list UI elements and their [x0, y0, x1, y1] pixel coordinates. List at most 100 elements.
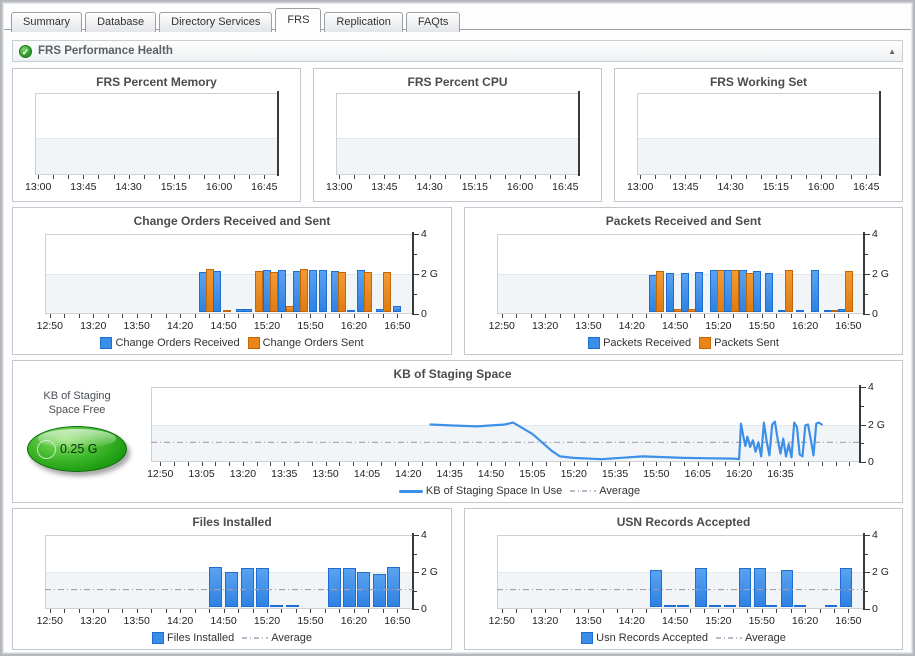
y-axis-label: 4 [872, 228, 878, 240]
bar-blue [255, 568, 269, 607]
bar-orange [337, 272, 346, 312]
bar-blue [243, 309, 252, 312]
chart-title: Packets Received and Sent [605, 214, 762, 228]
legend-label: Average [745, 632, 786, 644]
x-axis-label: 13:20 [531, 615, 559, 627]
x-axis-label: 14:50 [210, 320, 237, 332]
bar-blue [709, 605, 722, 607]
bar-blue [752, 271, 761, 312]
x-axis-label: 14:05 [353, 468, 381, 480]
bar-orange [300, 269, 309, 312]
x-axis-label: 13:50 [312, 468, 339, 480]
y-axis-label: 2 G [872, 566, 889, 578]
x-axis-label: 12:50 [488, 320, 515, 332]
frs-percent-cpu-panel: FRS Percent CPU 13:00 13:45 14:30 15:15 16:0… [313, 68, 602, 202]
packets-chart: 12:50 13:20 13:50 14:20 14:50 15:20 15:50 16:20… [471, 228, 896, 354]
x-axis-label: 14:20 [618, 615, 645, 627]
x-axis-label: 16:20 [340, 320, 368, 332]
chart-legend: Change Orders Received Change Orders Sent [19, 334, 445, 352]
x-axis-label: 15:20 [560, 468, 587, 480]
x-axis-label: 14:20 [618, 320, 645, 332]
chart-row-staging: KB of Staging Space KB of Staging Space … [12, 360, 903, 503]
frs-working-set-chart: 13:00 13:45 14:30 15:15 16:00 16:45 [621, 91, 896, 197]
bar-orange [382, 272, 391, 312]
legend-label: Files Installed [166, 632, 235, 644]
tab-directory-services[interactable]: Directory Services [159, 12, 273, 32]
tab-summary[interactable]: Summary [11, 12, 83, 32]
legend-label: Change Orders Received [115, 337, 240, 349]
staging-space-panel: KB of Staging Space KB of Staging Space … [12, 360, 903, 503]
x-axis-label: 16:45 [853, 181, 880, 193]
chart-title: FRS Percent Memory [96, 75, 217, 89]
x-axis-label: 13:50 [575, 615, 602, 627]
x-axis-label: 14:35 [436, 468, 463, 480]
frs-working-set-panel: FRS Working Set 13:00 13:45 14:30 15:15 16:0… [614, 68, 903, 202]
x-axis-label: 15:20 [253, 615, 281, 627]
bar-blue [764, 273, 773, 312]
x-axis-label: 15:20 [705, 320, 732, 332]
chart-title: KB of Staging Space [393, 367, 512, 381]
y-axis-label: 4 [872, 529, 878, 541]
packets-panel: Packets Received and Sent 12:50 13:20 13:5… [464, 207, 903, 355]
tab-faqts[interactable]: FAQts [405, 12, 461, 32]
bar-blue [649, 570, 662, 607]
chart-title: USN Records Accepted [616, 515, 751, 529]
tab-replication[interactable]: Replication [324, 12, 403, 32]
y-axis-label: 4 [421, 529, 427, 541]
x-axis-label: 16:45 [552, 181, 579, 193]
gauge-ring-icon [37, 440, 56, 459]
chart-row-top: FRS Percent Memory 13:00 13:45 14:30 15:15 1… [12, 68, 903, 202]
x-axis-label: 15:50 [748, 320, 775, 332]
y-axis-label: 2 G [872, 268, 889, 280]
x-axis-label: 14:30 [717, 181, 744, 193]
bar-blue [286, 605, 300, 607]
x-axis-label: 16:00 [807, 181, 835, 193]
legend-swatch-icon [588, 337, 601, 349]
x-axis-label: 13:50 [123, 615, 150, 627]
bar-blue [319, 270, 328, 312]
x-axis-label: 16:45 [251, 181, 278, 193]
x-axis-label: 13:45 [70, 181, 97, 193]
bar-blue [664, 605, 677, 607]
x-axis-label: 15:15 [762, 181, 789, 193]
x-axis-label: 13:50 [123, 320, 150, 332]
bar-blue [346, 310, 355, 312]
x-axis-label: 14:20 [166, 320, 194, 332]
bar-blue [278, 270, 287, 312]
bar-blue [824, 604, 837, 607]
tab-frs[interactable]: FRS [275, 8, 322, 32]
x-axis-label: 16:20 [725, 468, 753, 480]
x-axis-label: 15:20 [705, 615, 732, 627]
chart-row-bottom: Files Installed 12:50 13:20 13:50 14:20 14:5… [12, 508, 903, 650]
usn-records-panel: USN Records Accepted 12:50 13:20 13:50 14:2… [464, 508, 903, 650]
x-axis-label: 12:50 [147, 468, 174, 480]
y-axis-label: 0 [421, 603, 427, 615]
y-axis-label: 4 [421, 228, 427, 240]
x-axis-label: 14:20 [395, 468, 422, 480]
x-axis-label: 15:15 [461, 181, 488, 193]
bar-blue [392, 306, 401, 312]
bar-blue [328, 568, 342, 607]
bar-orange [845, 271, 854, 312]
chart-title: FRS Working Set [709, 75, 808, 89]
x-axis-label: 16:05 [684, 468, 711, 480]
frs-percent-cpu-chart: 13:00 13:45 14:30 15:15 16:00 16:45 [320, 91, 595, 197]
bar-blue [796, 310, 805, 312]
bar-blue [723, 605, 736, 607]
bar-blue [695, 272, 704, 312]
x-axis-label: 13:20 [80, 320, 107, 332]
x-axis-label: 13:20 [229, 468, 257, 480]
legend-swatch-icon [100, 337, 113, 349]
chart-title: Change Orders Received and Sent [133, 214, 331, 228]
change-orders-chart: 12:50 13:20 13:50 14:20 14:50 15:20 15:50 16:20… [19, 228, 445, 354]
legend-dash-icon [570, 486, 597, 496]
x-axis-label: 16:00 [506, 181, 534, 193]
collapse-section-icon[interactable]: ▲ [888, 46, 896, 56]
bar-blue [666, 273, 675, 312]
tab-database[interactable]: Database [85, 12, 157, 32]
bar-orange [363, 272, 372, 312]
bar-blue [308, 270, 317, 312]
y-axis-label: 2 G [421, 268, 438, 280]
x-axis-label: 14:50 [210, 615, 237, 627]
x-axis-label: 13:00 [326, 181, 353, 193]
